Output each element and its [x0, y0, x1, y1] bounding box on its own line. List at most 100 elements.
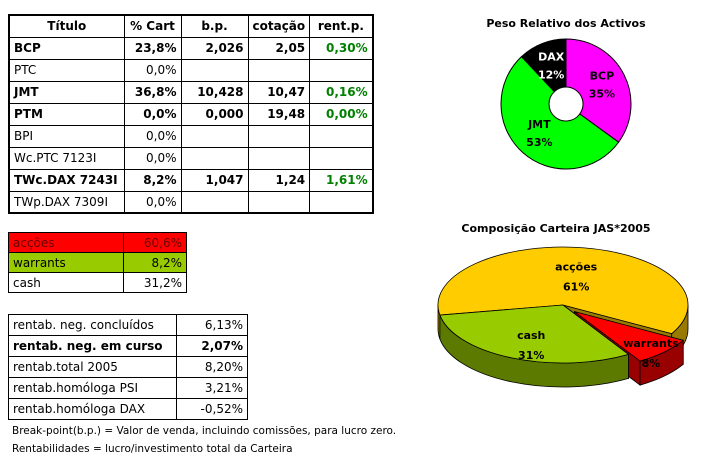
header-cell: Título: [8, 14, 125, 38]
slice-value-label: 61%: [563, 281, 589, 294]
header-row: Título% Cart b.p. cotação rent.p.: [8, 14, 374, 38]
cell: 10,47: [247, 80, 311, 104]
cell: [180, 58, 249, 82]
cell: [180, 124, 249, 148]
cell: warrants: [8, 252, 124, 273]
cell: TWp.DAX 7309I: [8, 190, 125, 214]
cell: 0,00%: [309, 102, 374, 126]
row: TWp.DAX 7309I 0,0%: [8, 190, 374, 214]
header-cell: cotação: [247, 14, 311, 38]
slice-value-label: 31%: [518, 349, 544, 362]
slice-label: JMT: [527, 118, 551, 131]
cell: 0,30%: [309, 36, 374, 60]
row: rentab.total 2005 8,20%: [8, 356, 248, 378]
cell: 31,2%: [123, 272, 187, 293]
cell: JMT: [8, 80, 125, 104]
cell: [247, 58, 311, 82]
cell: [247, 124, 311, 148]
cell: 6,13%: [176, 314, 248, 336]
row: JMT 36,8% 10,428 10,47 0,16%: [8, 80, 374, 104]
slice-value-label: 12%: [538, 69, 564, 82]
cell: [180, 146, 249, 170]
header-cell: b.p.: [180, 14, 249, 38]
cell: 0,0%: [123, 58, 182, 82]
pie-slice: [574, 311, 685, 362]
cell: [309, 124, 374, 148]
cell: 0,0%: [123, 190, 182, 214]
slice-label: warrants: [623, 337, 679, 350]
cell: 3,21%: [176, 377, 248, 399]
row: PTM 0,0% 0,000 19,48 0,00%: [8, 102, 374, 126]
row: TWc.DAX 7243I 8,2% 1,047 1,24 1,61%: [8, 168, 374, 192]
cell: 0,0%: [123, 102, 182, 126]
allocation-table: acções 60,6% warrants 8,2% cash 31,2%: [8, 232, 187, 293]
cell: cash: [8, 272, 124, 293]
pie-slice: [500, 55, 620, 170]
pie-slice: [520, 38, 567, 93]
cell: acções: [8, 232, 124, 253]
cell: BPI: [8, 124, 125, 148]
cell: BCP: [8, 36, 125, 60]
slice-label: BCP: [590, 70, 615, 83]
slice-value-label: 53%: [526, 136, 552, 149]
row: rentab. neg. em curso 2,07%: [8, 335, 248, 357]
chart-title: Peso Relativo dos Activos: [486, 17, 646, 30]
cell: 19,48: [247, 102, 311, 126]
cell: 8,2%: [123, 168, 182, 192]
pie-slice: [439, 304, 630, 364]
slice-label: cash: [517, 329, 545, 342]
returns-table: rentab. neg. concluídos 6,13% rentab. neg.…: [8, 314, 248, 420]
cell: rentab. neg. concluídos: [8, 314, 177, 336]
cell: rentab. neg. em curso: [8, 335, 177, 357]
note: Break-point(b.p.) = Valor de venda, incl…: [12, 425, 397, 437]
cell: 2,05: [247, 36, 311, 60]
slice-value-label: 35%: [589, 88, 615, 101]
chart-title: Composição Carteira JAS*2005: [461, 222, 650, 235]
cell: Wc.PTC 7123I: [8, 146, 125, 170]
cell: rentab.homóloga DAX: [8, 398, 177, 420]
row: BCP 23,8% 2,026 2,05 0,30%: [8, 36, 374, 60]
positions-table: Título% Cart b.p. cotação rent.p. BCP 23,8% 2,…: [8, 14, 374, 214]
cell: 0,000: [180, 102, 249, 126]
cell: 36,8%: [123, 80, 182, 104]
cell: 1,24: [247, 168, 311, 192]
cell: 1,047: [180, 168, 249, 192]
row: BPI 0,0%: [8, 124, 374, 148]
cell: [180, 190, 249, 214]
row: PTC 0,0%: [8, 58, 374, 82]
header-cell: % Cart: [123, 14, 182, 38]
row: cash 31,2%: [8, 272, 187, 293]
cell: 60,6%: [123, 232, 187, 253]
cell: 2,07%: [176, 335, 248, 357]
cell: -0,52%: [176, 398, 248, 420]
cell: rentab.homóloga PSI: [8, 377, 177, 399]
cell: 23,8%: [123, 36, 182, 60]
cell: rentab.total 2005: [8, 356, 177, 378]
row: rentab.homóloga DAX -0,52%: [8, 398, 248, 420]
cell: [247, 190, 311, 214]
row: Wc.PTC 7123I 0,0%: [8, 146, 374, 170]
cell: TWc.DAX 7243I: [8, 168, 125, 192]
header-cell: rent.p.: [309, 14, 374, 38]
cell: 0,0%: [123, 124, 182, 148]
cell: PTM: [8, 102, 125, 126]
cell: [309, 58, 374, 82]
row: acções 60,6%: [8, 232, 187, 253]
cell: [309, 146, 374, 170]
cell: [309, 190, 374, 214]
row: rentab. neg. concluídos 6,13%: [8, 314, 248, 336]
cell: [247, 146, 311, 170]
cell: 0,0%: [123, 146, 182, 170]
cell: 8,20%: [176, 356, 248, 378]
slice-label: DAX: [538, 51, 565, 64]
pie-slice: [565, 38, 632, 143]
cell: 8,2%: [123, 252, 187, 273]
cell: 2,026: [180, 36, 249, 60]
row: warrants 8,2%: [8, 252, 187, 273]
pie-slice: [437, 246, 689, 335]
cell: 10,428: [180, 80, 249, 104]
cell: 1,61%: [309, 168, 374, 192]
slice-value-label: 8%: [642, 357, 661, 370]
